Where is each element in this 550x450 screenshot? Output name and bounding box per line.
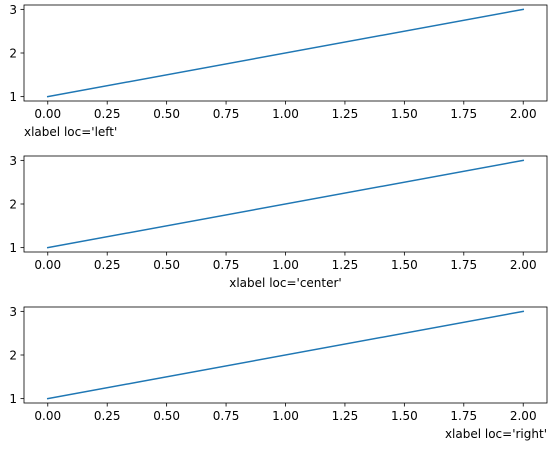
series-line xyxy=(46,310,525,400)
x-tick-label: 1.00 xyxy=(272,107,299,121)
y-tick-label: 2 xyxy=(9,47,17,61)
x-tick-label: 0.75 xyxy=(213,409,240,423)
y-tick-label: 1 xyxy=(9,241,17,255)
x-tick-label: 0.25 xyxy=(94,258,121,272)
y-tick-label: 2 xyxy=(9,198,17,212)
x-tick-label: 0.75 xyxy=(213,107,240,121)
subplot-2: 0.00 0.25 0.50 0.75 1.00 1.25 1.50 1.75 2.00 1 2 3 x… xyxy=(9,154,548,290)
x-tick-label: 1.25 xyxy=(332,409,359,423)
x-tick-label: 2.00 xyxy=(510,107,537,121)
x-tick-label: 1.50 xyxy=(391,409,418,423)
y-tick-label: 3 xyxy=(9,3,17,17)
x-tick-label: 0.00 xyxy=(34,107,61,121)
x-tick-label: 0.50 xyxy=(153,409,180,423)
series-line xyxy=(46,159,525,249)
y-tick-label: 1 xyxy=(9,90,17,104)
subplot-3: 0.00 0.25 0.50 0.75 1.00 1.25 1.50 1.75 2.00 1 2 3 x… xyxy=(9,305,548,441)
y-tick-label: 2 xyxy=(9,349,17,363)
x-axis-label: xlabel loc='center' xyxy=(229,276,341,290)
x-tick-label: 0.25 xyxy=(94,409,121,423)
x-tick-label: 0.25 xyxy=(94,107,121,121)
y-tick-label: 3 xyxy=(9,154,17,168)
x-tick-label: 1.75 xyxy=(450,409,477,423)
x-tick-label: 2.00 xyxy=(510,258,537,272)
x-tick-label: 1.75 xyxy=(450,258,477,272)
x-tick-label: 2.00 xyxy=(510,409,537,423)
x-tick-label: 0.00 xyxy=(34,258,61,272)
series-line xyxy=(46,8,525,98)
x-tick-label: 1.50 xyxy=(391,107,418,121)
x-tick-label: 0.50 xyxy=(153,258,180,272)
x-tick-label: 0.50 xyxy=(153,107,180,121)
x-axis-label: xlabel loc='right' xyxy=(445,427,547,441)
x-tick-label: 0.75 xyxy=(213,258,240,272)
x-tick-label: 1.25 xyxy=(332,258,359,272)
x-axis-label: xlabel loc='left' xyxy=(24,125,117,139)
x-tick-label: 1.50 xyxy=(391,258,418,272)
y-tick-label: 3 xyxy=(9,305,17,319)
x-tick-label: 1.75 xyxy=(450,107,477,121)
x-tick-label: 1.00 xyxy=(272,258,299,272)
y-tick-label: 1 xyxy=(9,392,17,406)
x-tick-label: 1.25 xyxy=(332,107,359,121)
x-tick-label: 0.00 xyxy=(34,409,61,423)
x-tick-label: 1.00 xyxy=(272,409,299,423)
subplot-1: 0.00 0.25 0.50 0.75 1.00 1.25 1.50 1.75 2.00 1 2 3 x… xyxy=(9,3,548,139)
